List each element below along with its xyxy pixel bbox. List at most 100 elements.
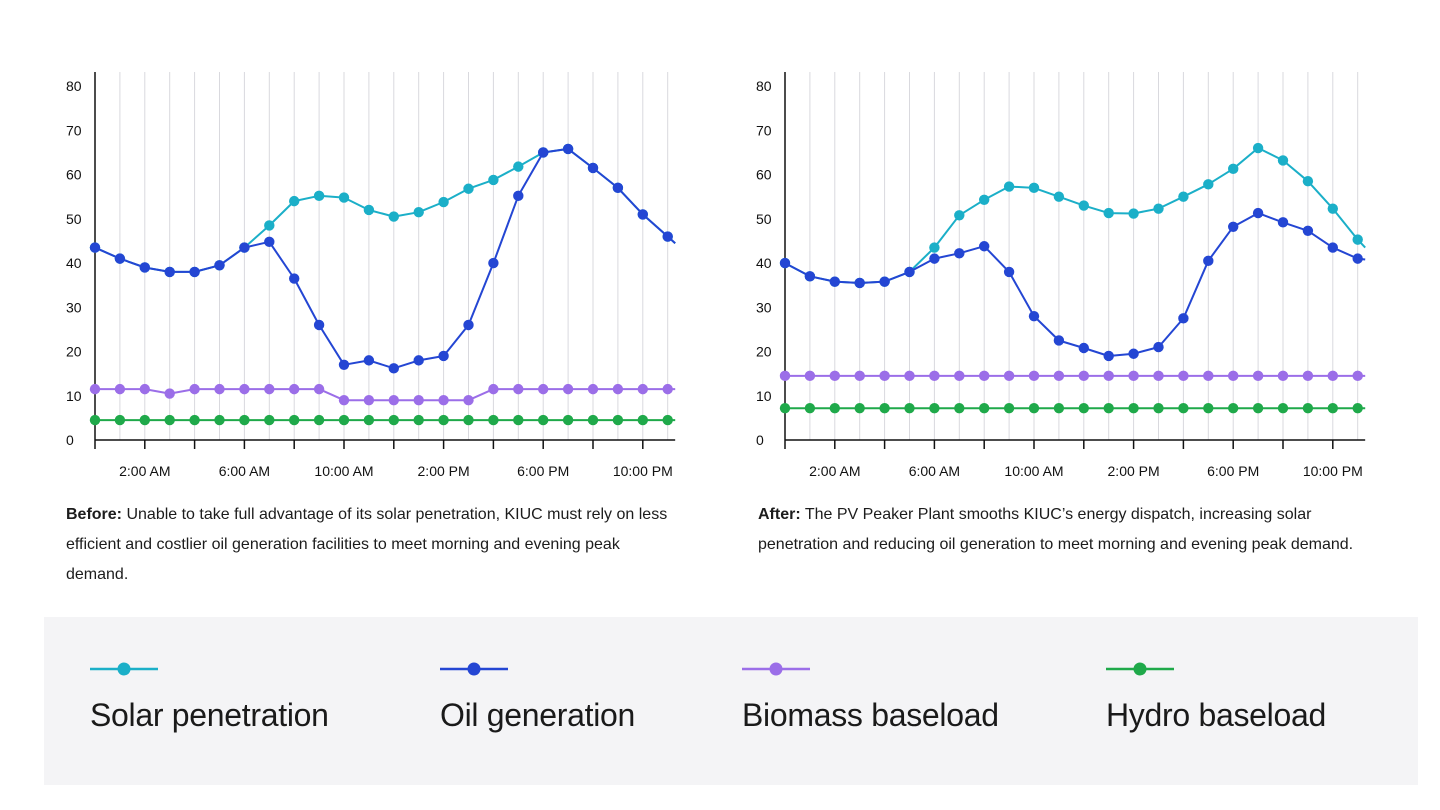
data-point-oil xyxy=(1053,335,1065,346)
data-point-hydro xyxy=(804,402,816,414)
data-point-oil xyxy=(779,257,791,269)
data-point-oil xyxy=(904,266,915,278)
data-point-biomass xyxy=(289,383,300,395)
legend-label-biomass: Biomass baseload xyxy=(742,697,999,733)
data-point-biomass xyxy=(139,383,150,395)
x-tick-label: 10:00 AM xyxy=(314,463,373,479)
y-tick-label: 80 xyxy=(756,78,772,94)
legend-label-solar: Solar penetration xyxy=(90,697,329,733)
data-point-oil xyxy=(264,236,275,248)
data-point-hydro xyxy=(1277,402,1289,414)
data-point-hydro xyxy=(954,402,965,414)
data-point-solar xyxy=(1203,179,1214,190)
data-point-hydro xyxy=(1103,402,1114,414)
data-point-hydro xyxy=(114,414,126,426)
y-tick-label: 40 xyxy=(66,255,82,271)
data-point-hydro xyxy=(979,402,990,414)
data-point-hydro xyxy=(1003,402,1015,414)
chart-after-svg: 0 10 20 30 40 50 60 70 80 2:00 AM 6:00 AM 10:00 AM 2… xyxy=(756,72,1366,479)
data-point-hydro xyxy=(239,414,250,426)
data-point-solar xyxy=(488,174,499,186)
data-point-biomass xyxy=(1277,370,1289,382)
data-point-biomass xyxy=(313,383,325,395)
data-point-hydro xyxy=(1302,402,1314,414)
data-point-biomass xyxy=(562,383,574,395)
series-line-solar xyxy=(784,147,1366,284)
x-tick-label: 2:00 PM xyxy=(1108,463,1160,479)
data-point-oil xyxy=(1302,225,1314,236)
data-point-hydro xyxy=(488,414,499,426)
data-point-biomass xyxy=(338,394,350,406)
data-point-oil xyxy=(1352,253,1363,264)
data-point-biomass xyxy=(264,383,275,395)
y-tick-label: 10 xyxy=(66,388,82,404)
data-point-hydro xyxy=(1327,402,1338,414)
data-point-oil xyxy=(513,190,524,202)
y-tick-label: 50 xyxy=(756,211,772,227)
data-point-biomass xyxy=(637,383,648,395)
data-point-hydro xyxy=(363,414,375,426)
x-tick-label: 2:00 PM xyxy=(418,463,470,479)
data-point-solar xyxy=(438,196,449,208)
data-point-solar xyxy=(363,204,375,216)
data-point-oil xyxy=(954,248,965,259)
data-point-solar xyxy=(1352,234,1363,245)
data-point-solar xyxy=(513,161,524,172)
data-point-oil xyxy=(1277,217,1289,228)
data-point-hydro xyxy=(562,414,574,426)
data-point-hydro xyxy=(1153,402,1164,414)
data-point-biomass xyxy=(662,383,673,395)
data-point-biomass xyxy=(538,383,549,395)
data-point-oil xyxy=(463,319,474,331)
data-point-biomass xyxy=(1003,370,1015,382)
data-point-biomass xyxy=(1203,370,1214,382)
data-point-biomass xyxy=(804,370,816,382)
series-line-oil xyxy=(784,212,1366,357)
data-point-hydro xyxy=(1228,402,1239,414)
data-point-biomass xyxy=(879,370,890,382)
data-point-biomass xyxy=(854,370,865,382)
chart-before: 0 10 20 30 40 50 60 70 80 2:00 AM 6:00 AM 10:00 AM 2… xyxy=(40,60,720,480)
data-point-oil xyxy=(139,262,150,273)
data-point-oil xyxy=(612,182,624,194)
data-point-oil xyxy=(114,253,126,264)
data-point-hydro xyxy=(413,414,424,426)
data-point-biomass xyxy=(1178,370,1189,382)
data-point-oil xyxy=(1203,255,1214,267)
caption-after-text: The PV Peaker Plant smooths KIUC’s energ… xyxy=(758,506,1354,553)
y-tick-label: 30 xyxy=(66,299,82,315)
data-point-solar xyxy=(1103,207,1114,219)
series-line-oil xyxy=(94,147,676,370)
x-tick-label: 2:00 AM xyxy=(809,463,860,479)
data-point-solar xyxy=(1277,155,1289,166)
data-point-oil xyxy=(662,231,673,242)
data-point-biomass xyxy=(904,370,915,382)
data-point-solar xyxy=(388,211,399,222)
data-point-biomass xyxy=(1228,370,1239,382)
data-point-solar xyxy=(463,183,474,194)
data-point-oil xyxy=(1178,313,1189,324)
data-point-hydro xyxy=(214,414,225,426)
data-point-biomass xyxy=(1078,370,1089,382)
data-point-hydro xyxy=(904,402,915,414)
data-point-oil xyxy=(829,276,840,287)
data-point-biomass xyxy=(214,383,225,395)
x-tick-label: 2:00 AM xyxy=(119,463,170,479)
data-point-solar xyxy=(979,194,990,206)
data-point-oil xyxy=(214,260,225,271)
data-point-hydro xyxy=(879,402,890,414)
data-point-oil xyxy=(1252,207,1264,219)
caption-after: After: The PV Peaker Plant smooths KIUC’… xyxy=(758,500,1370,560)
data-point-biomass xyxy=(1352,370,1363,382)
caption-before-text: Unable to take full advantage of its sol… xyxy=(66,506,668,583)
y-tick-label: 50 xyxy=(66,211,82,227)
data-point-hydro xyxy=(829,402,840,414)
data-point-hydro xyxy=(463,414,474,426)
data-point-hydro xyxy=(929,402,940,414)
data-point-hydro xyxy=(612,414,624,426)
y-tick-label: 70 xyxy=(66,122,82,138)
data-point-hydro xyxy=(1028,402,1040,414)
data-point-solar xyxy=(1128,208,1139,219)
data-point-hydro xyxy=(1053,402,1065,414)
data-point-biomass xyxy=(438,394,449,406)
